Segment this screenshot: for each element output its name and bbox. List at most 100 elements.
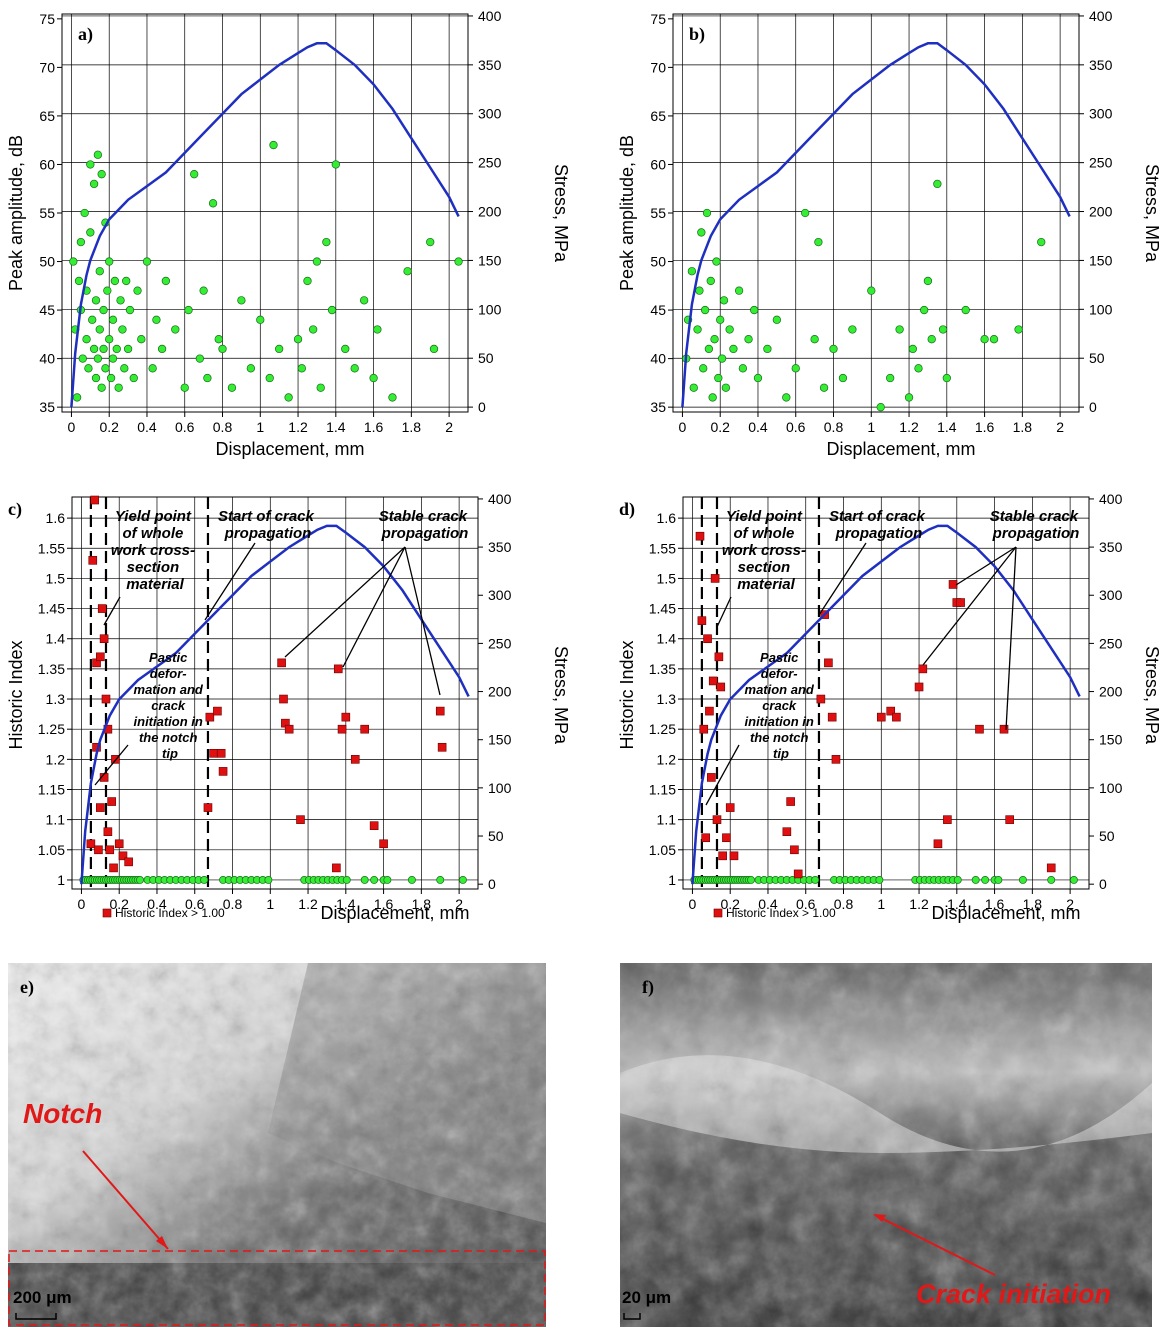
data-point-red: [722, 833, 731, 843]
crack-initiation-label: Crack initiation: [916, 1279, 1111, 1309]
data-point-red: [216, 749, 226, 758]
y2-tick-label: 0: [1089, 399, 1097, 415]
x-tick-label: 0.6: [185, 896, 205, 912]
x-tick-label: 0.2: [720, 896, 740, 912]
y-tick-label: 75: [39, 11, 55, 27]
legend-label: Historic Index > 1.00: [115, 906, 225, 920]
annotations: Yield point of whole work cross- section…: [705, 508, 1079, 806]
data-point-red: [337, 724, 347, 734]
data-point: [350, 364, 359, 373]
y2-axis-label: Stress, MPa: [551, 646, 571, 745]
data-point: [275, 344, 284, 354]
data-point-red: [435, 706, 445, 716]
x-ticks: 0 0.2 0.4 0.6 0.8 1 1.2 1.4 1.6 1.8 2: [78, 889, 463, 912]
data-point: [710, 335, 719, 344]
y-tick-label: 55: [39, 205, 55, 221]
x-tick-label: 0.2: [99, 419, 119, 435]
chart-panel-c: c) 11.051.11.151.21.251.31.351.41.451.51…: [6, 491, 571, 923]
x-tick-label: 0.4: [147, 896, 167, 912]
chart-panel-b: b) 35 40 45 50 55 60 65 70 75 0 50 100 150 200 250 300…: [617, 8, 1161, 459]
x-tick-label: 0.6: [796, 896, 816, 912]
y2-tick-label: 50: [1089, 350, 1105, 366]
x-tick-label: 0.8: [213, 419, 233, 435]
y-tick-label: 1.15: [649, 781, 676, 797]
data-point-red: [831, 755, 841, 764]
data-point: [99, 344, 108, 354]
data-point-green: [342, 876, 351, 884]
x-tick-label: 1.4: [937, 419, 957, 435]
grid: [673, 14, 1079, 412]
data-point-red: [729, 851, 739, 861]
x-tick-label: 1.8: [402, 419, 422, 435]
y-tick-label: 1.1: [657, 812, 677, 828]
data-point: [689, 383, 698, 392]
y2-tick-label: 250: [488, 635, 512, 651]
data-point: [89, 179, 99, 189]
y2-tick-label: 300: [478, 106, 502, 122]
data-point: [237, 296, 246, 305]
data-point-red: [209, 749, 218, 758]
data-point-red: [277, 658, 286, 668]
data-point: [717, 354, 727, 363]
data-point: [819, 383, 829, 392]
data-point: [93, 150, 103, 159]
y-tick-label: 70: [650, 59, 666, 75]
y2-tick-label: 50: [1099, 828, 1115, 844]
data-point: [895, 325, 904, 334]
data-point: [297, 364, 306, 373]
x-axis-label: Displacement, mm: [931, 903, 1080, 923]
data-point: [118, 325, 127, 334]
data-point: [693, 325, 702, 334]
x-tick-label: 1.4: [947, 896, 967, 912]
data-point: [89, 344, 99, 354]
x-tick-label: 2: [1066, 896, 1074, 912]
data-point-red: [101, 694, 111, 704]
x-tick-label: 1: [266, 896, 274, 912]
y2-tick-label: 200: [478, 204, 502, 220]
data-point: [80, 208, 89, 218]
data-point: [86, 160, 95, 169]
x-tick-label: 2: [1056, 419, 1064, 435]
data-point: [341, 344, 350, 354]
y-tick-label: 1.35: [38, 661, 65, 677]
stress-curve: [80, 524, 470, 885]
y2-tick-label: 150: [478, 252, 502, 268]
data-point: [729, 344, 738, 354]
x-tick-label: 0.4: [758, 896, 778, 912]
y-tick-label: 1.1: [46, 812, 66, 828]
data-point: [454, 257, 463, 266]
y2-ticks: 0 50 100 150 200 250 300 350 400: [1089, 491, 1123, 892]
data-point-red: [350, 755, 360, 764]
data-point: [989, 335, 999, 344]
data-point: [801, 208, 810, 218]
data-point: [171, 325, 180, 334]
data-point-red: [708, 676, 718, 686]
data-point: [180, 383, 189, 392]
x-tick-label: 0.6: [175, 419, 195, 435]
data-point: [269, 140, 278, 150]
data-point: [920, 305, 929, 315]
notch-arrow: [82, 1150, 169, 1250]
y-tick-label: 1.25: [38, 721, 65, 737]
y2-axis-label: Stress, MPa: [1142, 164, 1161, 263]
data-point-red: [695, 531, 705, 541]
stress-curve: [681, 42, 1071, 408]
data-point: [814, 237, 823, 247]
data-point: [933, 179, 942, 189]
notch-label: Notch: [23, 1098, 102, 1129]
y-axis-label: Peak amplitude, dB: [6, 135, 26, 291]
data-point-green: [407, 876, 416, 884]
x-tick-label: 0: [689, 896, 697, 912]
y-axis-label: Historic Index: [6, 640, 26, 749]
y-tick-label: 1.3: [46, 691, 66, 707]
y-tick-label: 1.3: [657, 691, 677, 707]
panel-label-e: e): [20, 977, 34, 998]
scatter-points: [79, 495, 467, 884]
data-point-green: [360, 876, 369, 884]
data-point-red: [88, 556, 98, 565]
y2-axis-label: Stress, MPa: [1142, 646, 1161, 745]
y-axis-label: Historic Index: [617, 640, 637, 749]
data-point-green: [811, 876, 820, 884]
x-tick-label: 0: [679, 419, 687, 435]
data-point: [91, 296, 101, 305]
